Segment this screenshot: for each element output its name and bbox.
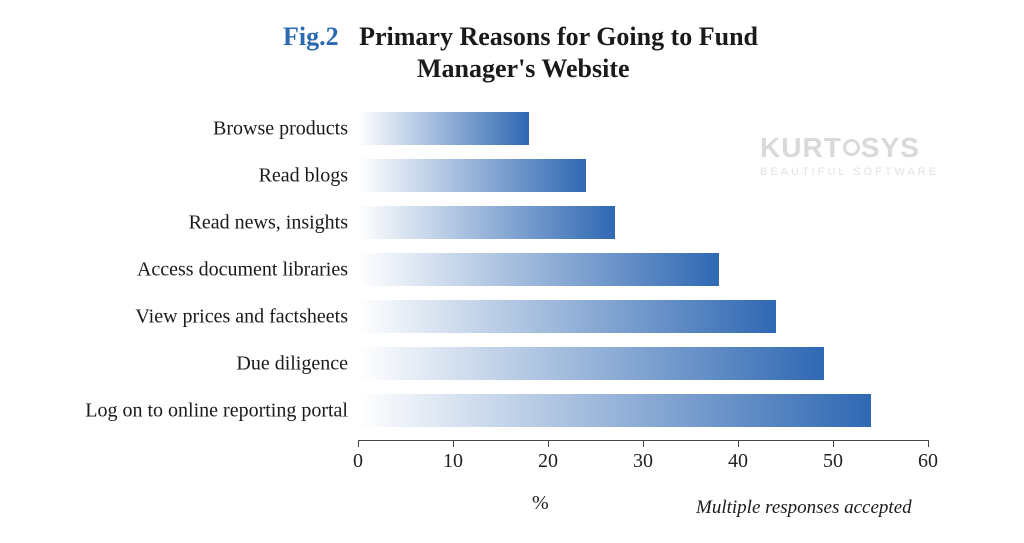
bar: [358, 159, 586, 192]
y-axis-label: View prices and factsheets: [135, 305, 348, 328]
x-tick-label: 10: [443, 450, 463, 473]
bar: [358, 347, 824, 380]
title-text-2: Manager's Website: [417, 54, 630, 83]
chart-footnote: Multiple responses accepted: [696, 497, 912, 519]
chart-title-line2: Manager's Website: [417, 54, 630, 84]
chart-title-line1: Fig.2 Primary Reasons for Going to Fund: [283, 22, 758, 52]
x-tick: [453, 440, 454, 447]
chart-container: Fig.2 Primary Reasons for Going to Fund …: [0, 0, 1024, 543]
x-tick-label: 20: [538, 450, 558, 473]
x-tick: [833, 440, 834, 447]
bar: [358, 206, 615, 239]
bar: [358, 112, 529, 145]
bar: [358, 253, 719, 286]
plot-area: 0102030405060: [358, 110, 928, 440]
x-tick: [548, 440, 549, 447]
x-tick: [738, 440, 739, 447]
y-axis-label: Access document libraries: [137, 258, 348, 281]
x-tick: [643, 440, 644, 447]
title-text-1: Primary Reasons for Going to Fund: [359, 22, 758, 51]
x-tick-label: 40: [728, 450, 748, 473]
x-tick: [358, 440, 359, 447]
x-tick-label: 30: [633, 450, 653, 473]
bar: [358, 394, 871, 427]
figure-label: Fig.2: [283, 22, 339, 51]
y-axis-label: Read news, insights: [189, 211, 348, 234]
x-tick: [928, 440, 929, 447]
x-axis-title: %: [532, 492, 549, 515]
y-axis-label: Read blogs: [259, 164, 348, 187]
x-tick-label: 60: [918, 450, 938, 473]
bar: [358, 300, 776, 333]
x-tick-label: 50: [823, 450, 843, 473]
x-tick-label: 0: [353, 450, 363, 473]
y-axis-label: Browse products: [213, 117, 348, 140]
y-axis-label: Log on to online reporting portal: [85, 399, 348, 422]
y-axis-label: Due diligence: [236, 352, 348, 375]
